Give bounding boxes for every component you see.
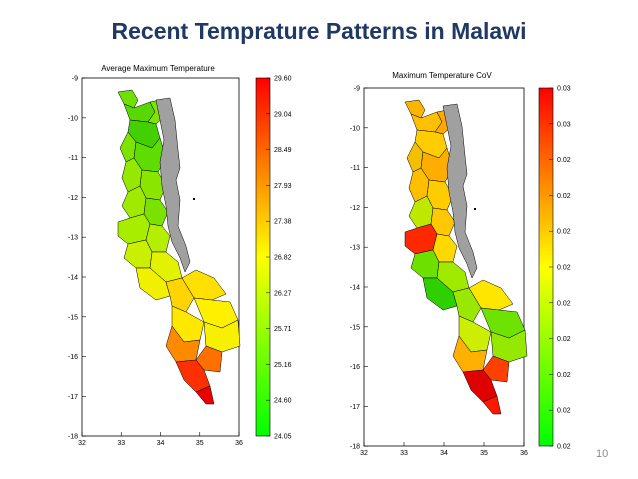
district-region xyxy=(117,213,151,245)
malawi-regions xyxy=(117,89,241,405)
colorbar-label: 0.02 xyxy=(557,193,571,200)
colorbar-label: 0.02 xyxy=(557,444,571,451)
y-tick-label: -13 xyxy=(350,245,360,252)
y-tick-label: -16 xyxy=(350,364,360,371)
x-tick-label: 34 xyxy=(157,440,165,447)
colorbar-label: 0.03 xyxy=(557,86,571,93)
y-tick-label: -9 xyxy=(72,76,78,83)
map-title: Average Maximum Temperature xyxy=(101,64,215,73)
colorbar-label: 28.49 xyxy=(274,147,292,154)
district-region xyxy=(482,395,502,415)
y-tick-label: -9 xyxy=(354,86,360,93)
y-tick-label: -17 xyxy=(350,404,360,411)
y-tick-label: -15 xyxy=(350,324,360,331)
y-tick-label: -16 xyxy=(68,354,78,361)
colorbar-label: 24.05 xyxy=(274,434,292,441)
colorbar-label: 0.02 xyxy=(557,157,571,164)
district-region xyxy=(123,239,153,269)
y-tick-label: -18 xyxy=(350,444,360,451)
x-tick-label: 34 xyxy=(440,450,448,457)
x-tick-label: 35 xyxy=(480,450,488,457)
district-region xyxy=(408,195,434,229)
colorbar-label: 27.93 xyxy=(274,183,292,190)
colorbar-label: 27.38 xyxy=(274,219,292,226)
map-maximum-temperature-cov: Maximum Temperature CoV 32 33 34 35 36 -9 -10 -… xyxy=(350,71,571,457)
y-tick-label: -12 xyxy=(350,205,360,212)
malawi-regions xyxy=(404,99,528,415)
colorbar-label: 0.02 xyxy=(557,300,571,307)
colorbar-label: 0.02 xyxy=(557,265,571,272)
colorbar-label: 24.60 xyxy=(274,398,292,405)
x-tick-label: 36 xyxy=(520,450,528,457)
axis-ticks: 32 33 34 35 36 -9 -10 -11 -12 -13 -14 -15 -16 -17 -18 xyxy=(350,86,528,458)
x-tick-label: 32 xyxy=(78,440,86,447)
map-average-maximum-temperature: Average Maximum Temperature 32 33 34 35 36 -9… xyxy=(68,64,292,447)
district-region xyxy=(404,223,438,255)
y-tick-label: -11 xyxy=(68,155,78,162)
slide-title: Recent Temprature Patterns in Malawi xyxy=(111,18,527,44)
colorbar-label: 0.02 xyxy=(557,336,571,343)
y-tick-label: -12 xyxy=(68,195,78,202)
y-tick-label: -18 xyxy=(68,434,78,441)
island-marker xyxy=(474,208,476,210)
axis-ticks: 32 33 34 35 36 -9 -10 -11 -12 -13 -14 -15 -16 -17 -18 xyxy=(68,76,243,448)
district-region xyxy=(404,99,426,119)
colorbar-label: 25.71 xyxy=(274,326,292,333)
colorbar-label: 0.02 xyxy=(557,408,571,415)
colorbar-label: 25.16 xyxy=(274,362,292,369)
colorbar-label: 0.02 xyxy=(557,229,571,236)
y-tick-label: -14 xyxy=(68,275,78,282)
y-tick-label: -14 xyxy=(350,285,360,292)
colorbar-label: 29.04 xyxy=(274,111,292,118)
lake-malawi xyxy=(442,103,478,279)
x-tick-label: 32 xyxy=(360,450,368,457)
y-tick-label: -17 xyxy=(68,394,78,401)
island-marker xyxy=(193,198,195,200)
district-region xyxy=(410,249,440,279)
colorbar-labels: 0.03 0.03 0.02 0.02 0.02 0.02 0.02 0.02 0.02 0.02… xyxy=(549,86,571,451)
district-region xyxy=(121,185,147,219)
page-number: 10 xyxy=(596,448,609,460)
colorbar-label: 0.03 xyxy=(557,121,571,128)
colorbar-label: 29.60 xyxy=(274,76,292,83)
y-tick-label: -15 xyxy=(68,314,78,321)
colorbar-label: 0.02 xyxy=(557,372,571,379)
colorbar-label: 26.27 xyxy=(274,290,292,297)
x-tick-label: 33 xyxy=(117,440,125,447)
district-region xyxy=(117,89,139,109)
y-tick-label: -11 xyxy=(350,165,360,172)
y-tick-label: -13 xyxy=(68,235,78,242)
lake-malawi xyxy=(155,97,191,273)
y-tick-label: -10 xyxy=(68,115,78,122)
colorbar-labels: 29.60 29.04 28.49 27.93 27.38 26.82 26.27 25.71… xyxy=(266,76,292,441)
colorbar-label: 26.82 xyxy=(274,255,292,262)
x-tick-label: 33 xyxy=(400,450,408,457)
x-tick-label: 36 xyxy=(235,440,243,447)
district-region xyxy=(195,385,215,405)
map-title: Maximum Temperature CoV xyxy=(392,71,492,80)
x-tick-label: 35 xyxy=(196,440,204,447)
y-tick-label: -10 xyxy=(350,125,360,132)
